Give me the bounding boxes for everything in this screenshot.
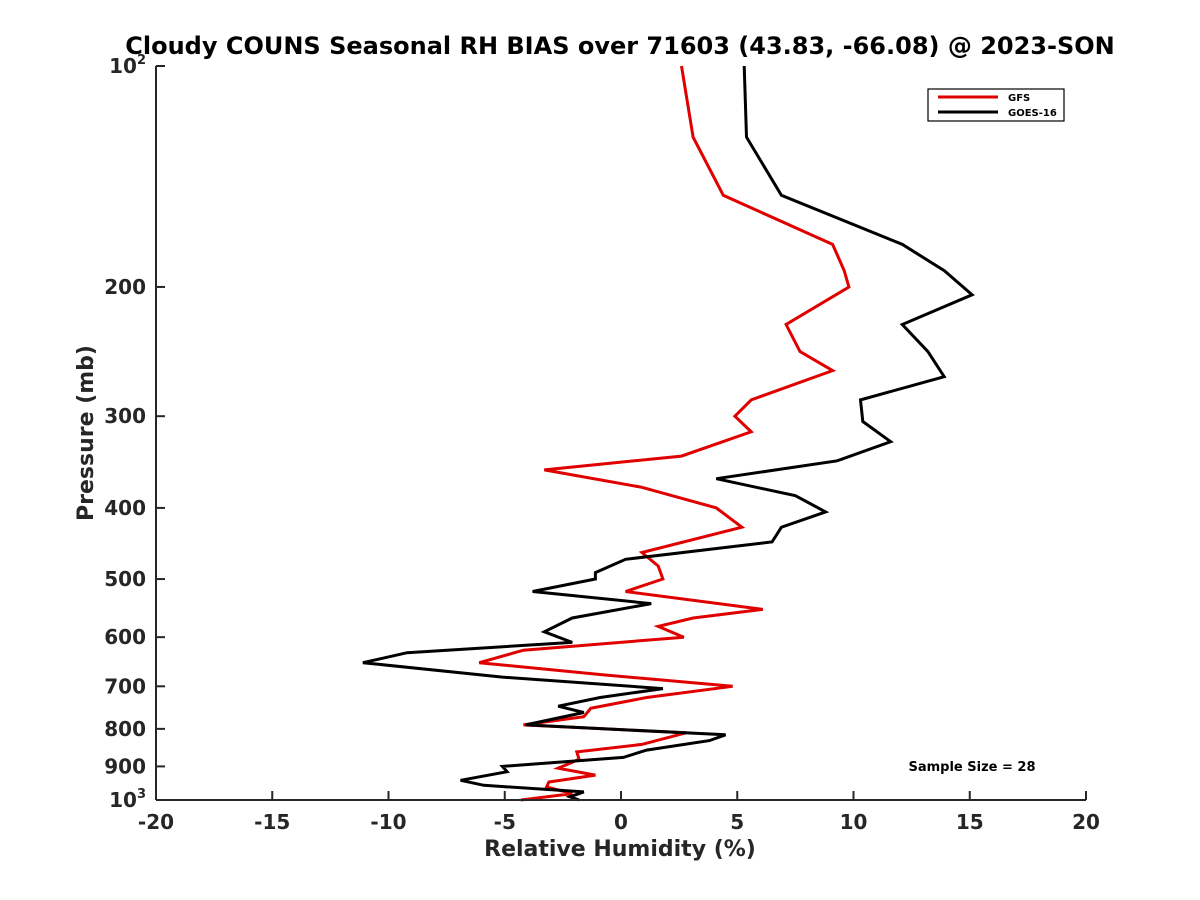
legend-label-goes-16: GOES-16 xyxy=(1008,108,1057,119)
x-tick-label: 0 xyxy=(614,810,628,834)
series-line-goes-16 xyxy=(362,65,975,802)
y-tick-label: 300 xyxy=(104,404,146,428)
x-tick-label: 15 xyxy=(956,810,984,834)
sample-size-annotation: Sample Size = 28 xyxy=(908,760,1035,775)
y-tick-label: 103 xyxy=(109,787,146,812)
y-tick-label: 102 xyxy=(109,53,146,78)
y-tick-label: 700 xyxy=(104,674,146,698)
legend-label-gfs: GFS xyxy=(1008,93,1030,104)
series-line-gfs xyxy=(478,65,851,802)
y-tick-label: 900 xyxy=(104,754,146,778)
y-tick-label: 600 xyxy=(104,625,146,649)
y-tick-label: 200 xyxy=(104,275,146,299)
x-tick-label: 20 xyxy=(1072,810,1100,834)
series-layer xyxy=(362,65,975,802)
x-tick-label: -10 xyxy=(370,810,406,834)
x-tick-label: -5 xyxy=(494,810,516,834)
y-axis-label: Pressure (mb) xyxy=(74,345,99,521)
x-tick-label: -20 xyxy=(138,810,174,834)
axes-layer: -20 -15 -10 -5 0 5 10 15 20 102 200 300 400 500 600 700… xyxy=(104,53,1100,834)
x-axis-label: Relative Humidity (%) xyxy=(484,837,756,862)
x-tick-label: 5 xyxy=(730,810,744,834)
y-tick-label: 800 xyxy=(104,717,146,741)
y-tick-label: 500 xyxy=(104,567,146,591)
legend-box xyxy=(927,88,1065,122)
x-tick-label: -15 xyxy=(254,810,290,834)
chart-title: Cloudy COUNS Seasonal RH BIAS over 71603… xyxy=(125,32,1114,60)
legend: GFS GOES-16 xyxy=(927,88,1065,122)
y-tick-label: 400 xyxy=(104,496,146,520)
x-tick-label: 10 xyxy=(840,810,868,834)
